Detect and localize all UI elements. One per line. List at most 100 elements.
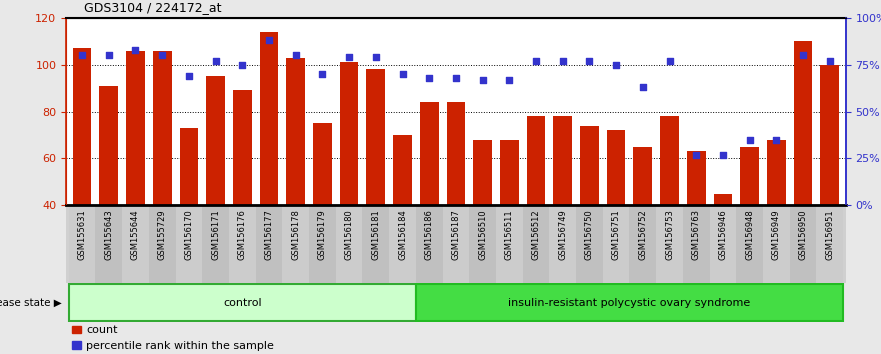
Text: control: control — [223, 298, 262, 308]
Bar — [473, 139, 492, 205]
Bar — [73, 48, 92, 205]
Bar — [126, 51, 144, 205]
Point — [743, 137, 757, 142]
Text: insulin-resistant polycystic ovary syndrome: insulin-resistant polycystic ovary syndr… — [508, 298, 751, 308]
Bar — [550, 205, 576, 283]
Bar — [149, 205, 175, 283]
Text: GSM156511: GSM156511 — [505, 209, 514, 260]
Bar — [683, 205, 709, 283]
Bar — [286, 58, 305, 205]
Point — [636, 84, 650, 90]
Bar — [687, 152, 706, 205]
Bar — [527, 116, 545, 205]
Text: GSM155631: GSM155631 — [78, 209, 86, 260]
Bar — [255, 205, 282, 283]
Bar — [660, 116, 679, 205]
Point — [448, 75, 463, 81]
Text: GSM156950: GSM156950 — [798, 209, 808, 260]
Bar — [500, 139, 519, 205]
Bar — [69, 284, 416, 321]
Bar — [229, 205, 255, 283]
Text: GSM156171: GSM156171 — [211, 209, 220, 260]
Bar — [416, 205, 442, 283]
Bar — [789, 205, 817, 283]
Bar — [633, 147, 652, 205]
Bar — [522, 205, 550, 283]
Bar — [100, 86, 118, 205]
Text: GSM156951: GSM156951 — [825, 209, 834, 260]
Point — [663, 58, 677, 64]
Point — [716, 152, 730, 158]
Bar — [95, 205, 122, 283]
Text: GSM156186: GSM156186 — [425, 209, 433, 260]
Bar — [153, 51, 172, 205]
Point — [582, 58, 596, 64]
Text: GSM156763: GSM156763 — [692, 209, 700, 260]
Point — [101, 52, 115, 58]
Point — [369, 54, 383, 60]
Point — [502, 77, 516, 82]
Text: GSM156180: GSM156180 — [344, 209, 353, 260]
Text: GSM156178: GSM156178 — [292, 209, 300, 260]
Point — [556, 58, 570, 64]
Text: GSM156750: GSM156750 — [585, 209, 594, 260]
Text: GSM156184: GSM156184 — [398, 209, 407, 260]
Point — [422, 75, 436, 81]
Bar — [496, 205, 522, 283]
Bar — [309, 205, 336, 283]
Bar — [336, 205, 362, 283]
Bar — [69, 205, 95, 283]
Bar — [817, 205, 843, 283]
Bar — [389, 205, 416, 283]
Bar — [767, 139, 786, 205]
Text: GSM155729: GSM155729 — [158, 209, 167, 260]
Bar — [630, 205, 656, 283]
Point — [529, 58, 543, 64]
Text: GSM156948: GSM156948 — [745, 209, 754, 260]
Bar — [714, 194, 732, 205]
Bar — [740, 147, 759, 205]
Bar — [233, 90, 252, 205]
Text: GSM156752: GSM156752 — [639, 209, 648, 260]
Bar — [576, 205, 603, 283]
Text: GSM156751: GSM156751 — [611, 209, 620, 260]
Point — [181, 73, 196, 79]
Bar — [362, 205, 389, 283]
Point — [315, 71, 329, 77]
Bar — [282, 205, 309, 283]
Point — [235, 62, 249, 68]
Bar — [416, 284, 843, 321]
Bar — [470, 205, 496, 283]
Text: GSM155643: GSM155643 — [104, 209, 114, 260]
Text: GSM156510: GSM156510 — [478, 209, 487, 260]
Point — [769, 137, 783, 142]
Bar — [420, 102, 439, 205]
Point — [75, 52, 89, 58]
Bar — [206, 76, 225, 205]
Bar — [447, 102, 465, 205]
Text: GSM156946: GSM156946 — [718, 209, 728, 260]
Bar — [820, 65, 839, 205]
Bar — [656, 205, 683, 283]
Point — [396, 71, 410, 77]
Text: GSM156949: GSM156949 — [772, 209, 781, 260]
Text: GSM156187: GSM156187 — [451, 209, 461, 260]
Text: GSM156181: GSM156181 — [371, 209, 381, 260]
Text: GSM156753: GSM156753 — [665, 209, 674, 260]
Point — [129, 47, 143, 52]
Point — [609, 62, 623, 68]
Point — [796, 52, 811, 58]
Bar — [180, 128, 198, 205]
Text: GSM155644: GSM155644 — [131, 209, 140, 260]
Bar — [260, 32, 278, 205]
Point — [689, 152, 703, 158]
Point — [262, 38, 276, 43]
Bar — [393, 135, 411, 205]
Text: GSM156170: GSM156170 — [184, 209, 194, 260]
Text: GDS3104 / 224172_at: GDS3104 / 224172_at — [84, 1, 221, 14]
Bar — [794, 41, 812, 205]
Bar — [763, 205, 789, 283]
Bar — [553, 116, 572, 205]
Text: GSM156176: GSM156176 — [238, 209, 247, 260]
Bar — [607, 130, 626, 205]
